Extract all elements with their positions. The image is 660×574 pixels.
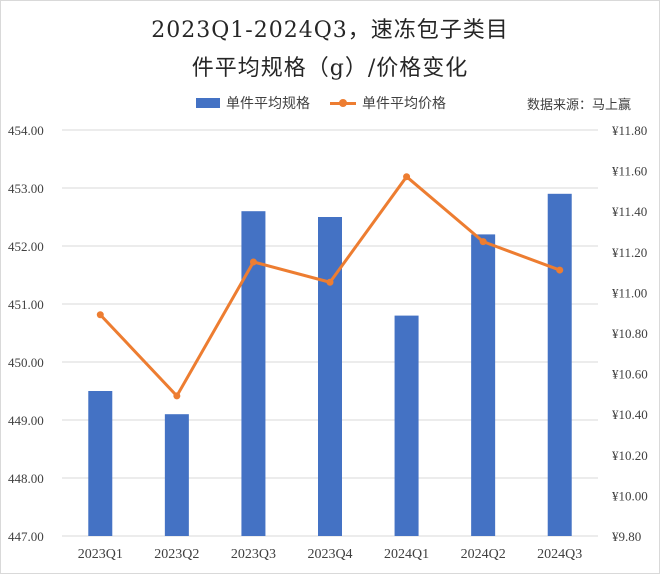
legend-line-swatch-icon [330, 98, 356, 107]
left-axis-tick-label: 450.00 [8, 355, 44, 370]
line-series [96, 173, 564, 400]
x-axis-tick-label: 2023Q2 [154, 547, 199, 562]
x-axis-tick-label: 2024Q1 [384, 547, 429, 562]
right-axis-tick-label: ¥10.80 [612, 326, 648, 341]
left-axis-tick-label: 451.00 [8, 297, 44, 312]
right-axis-tick-label: ¥10.20 [612, 448, 648, 463]
bar-2023Q4 [318, 217, 342, 536]
right-axis-tick-label: ¥11.60 [612, 164, 647, 179]
legend-line-label: 单件平均价格 [362, 96, 446, 112]
x-axis-tick-label: 2024Q3 [537, 547, 582, 562]
right-axis-tick-label: ¥11.20 [612, 245, 647, 260]
left-axis-tick-label: 449.00 [8, 413, 44, 428]
chart-title-line1: 2023Q1-2024Q3，速冻包子类目 [151, 18, 509, 43]
x-axis-tick-label: 2024Q2 [461, 547, 506, 562]
right-axis-tick-label: ¥10.00 [612, 488, 648, 503]
legend-bar-label: 单件平均规格 [226, 96, 310, 112]
chart-legend: 单件平均规格 单件平均价格 [196, 93, 446, 113]
legend-bar-swatch-icon [196, 98, 220, 108]
right-axis-tick-label: ¥10.40 [612, 407, 648, 422]
price-point-2023Q4 [326, 278, 334, 286]
chart-title-line2: 件平均规格（g）/价格变化 [191, 56, 469, 81]
bar-2023Q2 [164, 414, 189, 536]
left-axis-tick-label: 454.00 [8, 123, 44, 138]
price-point-2024Q3 [556, 266, 564, 274]
bar-2024Q3 [547, 193, 572, 537]
price-point-2023Q1 [96, 311, 104, 319]
left-y-axis: 447.00 448.00 449.00 450.00 451.00 452.00 453.… [8, 123, 44, 544]
right-y-axis: ¥9.80 ¥10.00 ¥10.20 ¥10.40 ¥10.60 ¥10.80 ¥11.0… [612, 123, 648, 544]
bar-2024Q1 [394, 315, 419, 536]
bar-2024Q2 [471, 234, 496, 536]
data-source-note: 数据来源：马上赢 [527, 98, 632, 113]
right-axis-tick-label: ¥10.60 [612, 367, 648, 382]
price-point-2024Q1 [403, 173, 411, 181]
right-axis-tick-label: ¥9.80 [612, 529, 641, 544]
left-axis-tick-label: 447.00 [8, 529, 44, 544]
x-axis-tick-label: 2023Q1 [78, 547, 123, 562]
x-axis-tick-label: 2023Q4 [307, 547, 352, 562]
right-axis-tick-label: ¥11.40 [612, 204, 647, 219]
bar-series [88, 193, 572, 537]
left-axis-tick-label: 452.00 [8, 239, 44, 254]
right-axis-tick-label: ¥11.80 [612, 123, 647, 138]
price-point-2023Q2 [173, 392, 181, 400]
left-axis-tick-label: 448.00 [8, 471, 44, 486]
price-point-2023Q3 [249, 258, 257, 266]
price-point-2024Q2 [479, 238, 487, 246]
right-axis-tick-label: ¥11.00 [612, 285, 647, 300]
x-axis: 2023Q1 2023Q2 2023Q3 2023Q4 2024Q1 2024Q2 2024… [78, 547, 583, 562]
bar-2023Q1 [88, 391, 113, 536]
left-axis-tick-label: 453.00 [8, 181, 44, 196]
x-axis-tick-label: 2023Q3 [231, 547, 276, 562]
